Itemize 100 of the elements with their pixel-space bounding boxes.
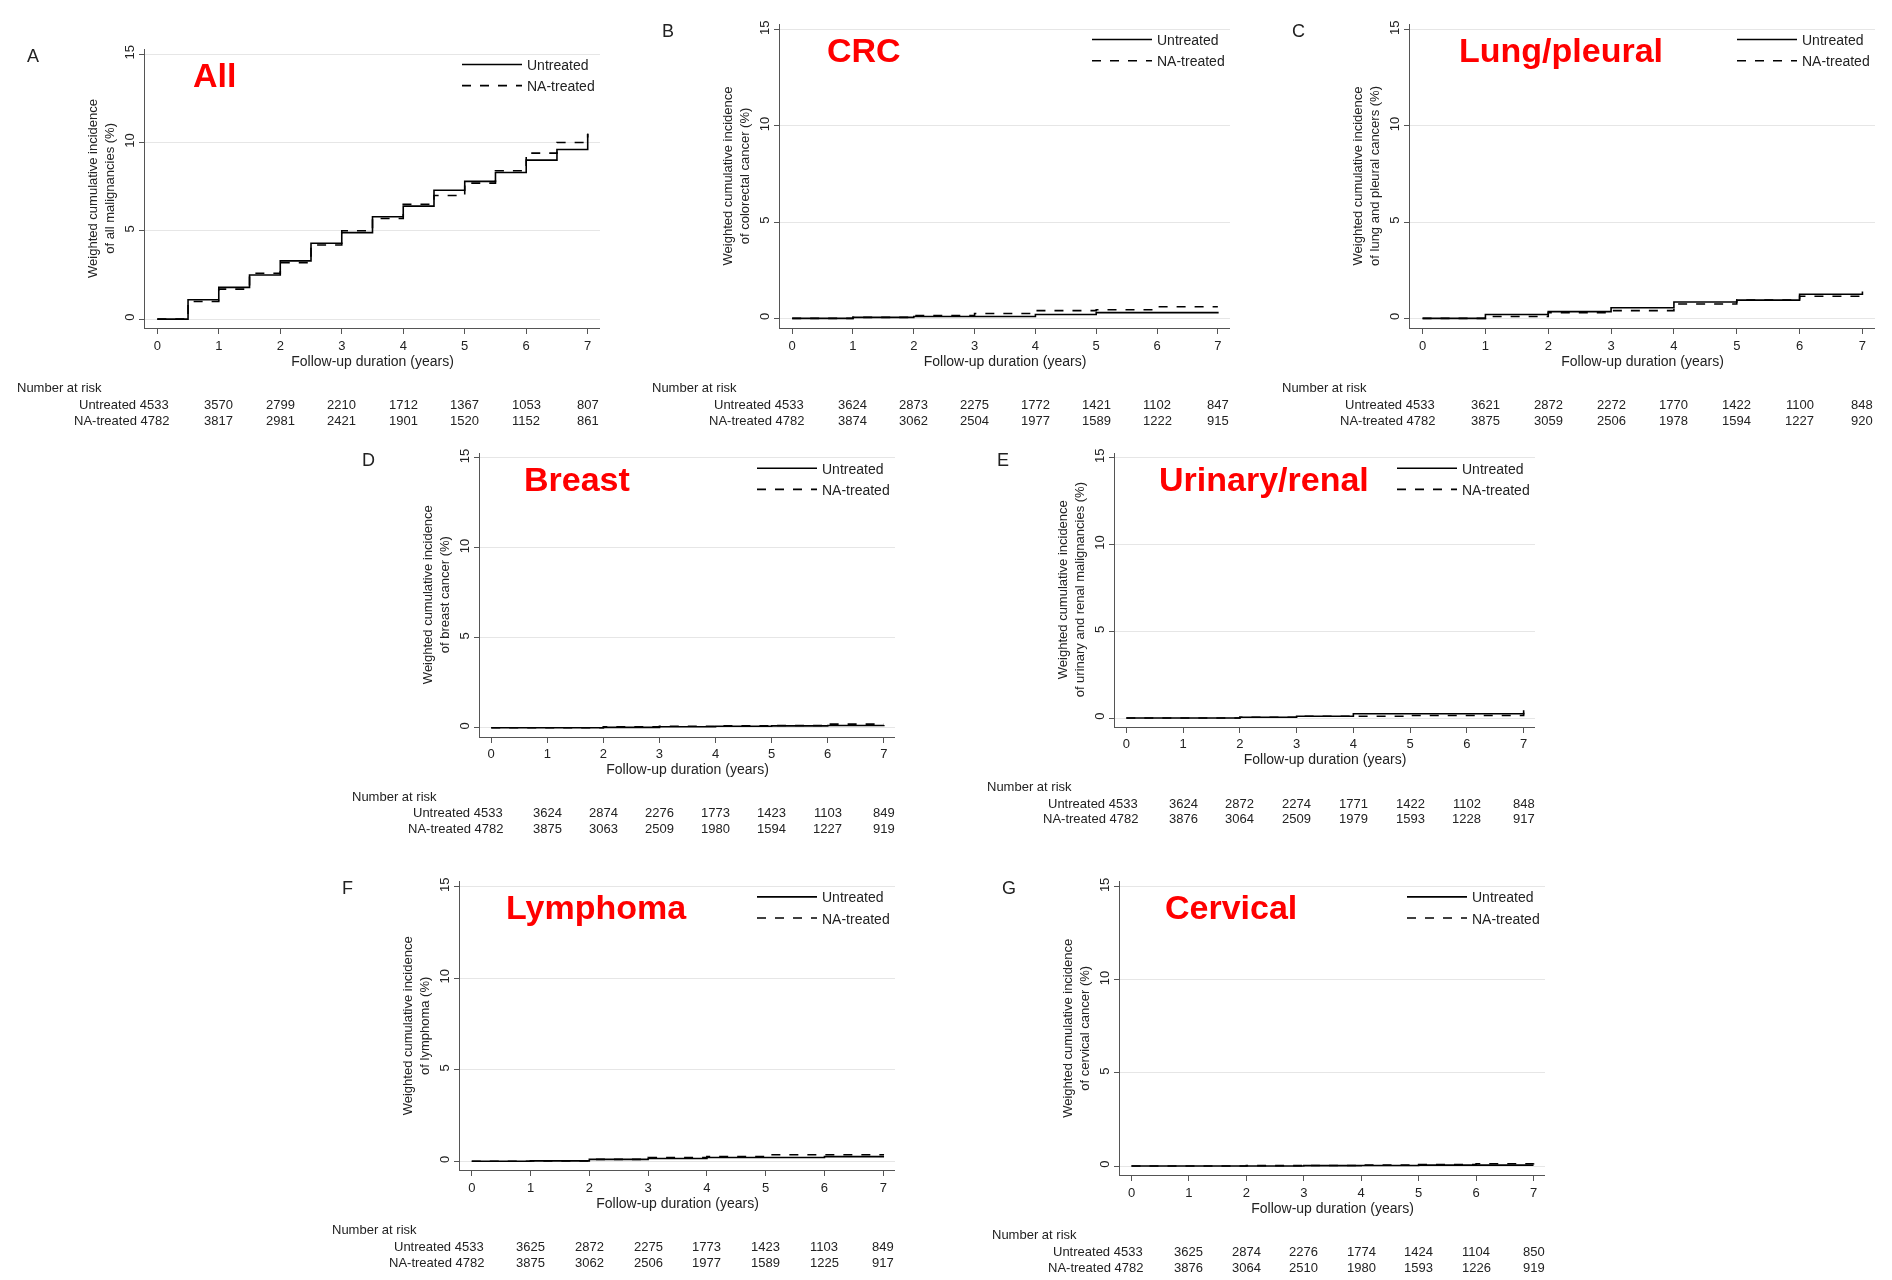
x-tick-label: 6: [1795, 337, 1804, 353]
y-axis-title: Weighted cumulative incidence of cervical cancer (%): [1059, 938, 1092, 1118]
x-axis-title: Follow-up duration (years): [1251, 1199, 1414, 1216]
y-tick-label: 0: [1386, 312, 1402, 321]
x-tick-label: 0: [1127, 1184, 1136, 1200]
x-tick-label: 1: [1185, 1184, 1193, 1200]
x-tick-label: 2: [1242, 1184, 1250, 1200]
text: Number at risk: [352, 789, 438, 804]
text: Untreated 4533 3625 2874 2276 1774 1424 1104 850: [1053, 1244, 1545, 1259]
text: NA-treated 4782 3874 3062 2504 1977 1589 1222 915: [709, 413, 1229, 428]
x-axis-title: Follow-up duration (years): [1243, 751, 1407, 768]
text: Number at risk: [992, 1227, 1078, 1242]
text: D: [362, 450, 375, 470]
y-tick-label: 15: [121, 44, 137, 60]
text: Number at risk: [987, 779, 1073, 794]
y-tick-label: 10: [456, 538, 472, 554]
x-tick-label: 1: [543, 746, 551, 762]
x-tick-label: 7: [584, 337, 592, 353]
y-tick-label: 15: [456, 448, 472, 464]
text: NA-treated 4782 3876 3064 2509 1979 1593 1228 917: [1043, 811, 1535, 826]
y-tick-label: 15: [1091, 448, 1107, 464]
x-axis-title: Follow-up duration (years): [596, 1194, 759, 1211]
y-tick-label: 0: [436, 1155, 452, 1163]
x-axis-title: Follow-up duration (years): [923, 352, 1087, 369]
x-tick-label: 3: [1300, 1184, 1308, 1200]
x-tick-label: 3: [338, 337, 346, 353]
text: G: [1002, 878, 1017, 898]
y-tick-label: 5: [1386, 216, 1402, 224]
x-tick-label: 6: [1153, 337, 1161, 353]
y-tick-label: 5: [1091, 625, 1107, 633]
y-tick-label: 15: [436, 877, 452, 893]
y-axis-title: Weighted cumulative incidence of all malignancies (%): [84, 98, 117, 278]
y-tick-label: 5: [1096, 1067, 1112, 1075]
x-tick-label: 6: [824, 746, 832, 762]
x-tick-label: 7: [880, 746, 888, 762]
x-tick-label: 6: [522, 337, 530, 353]
text: NA-treated 4782 3875 3059 2506 1978 1594 1227 920: [1340, 413, 1873, 428]
y-tick-label: 0: [756, 312, 772, 321]
chart-title: All: [193, 56, 237, 94]
y-tick-label: 10: [1096, 970, 1112, 986]
x-tick-label: 5: [1733, 337, 1741, 353]
y-tick-label: 0: [1091, 712, 1107, 720]
x-tick-label: 2: [276, 337, 284, 353]
x-tick-label: 1: [215, 337, 223, 353]
x-tick-label: 2: [1544, 337, 1552, 353]
y-axis-title: Weighted cumulative incidence of breast cancer (%): [419, 505, 452, 685]
y-axis-title: Weighted cumulative incidence of urinary and renal malignancies (%): [1054, 482, 1087, 698]
x-tick-label: 2: [585, 1179, 593, 1195]
text: C: [1292, 21, 1305, 41]
x-tick-label: 7: [1520, 736, 1528, 752]
y-axis-title: Weighted cumulative incidence of lymphoma (%): [399, 936, 432, 1116]
y-tick-label: 10: [121, 133, 137, 148]
x-tick-label: 4: [1031, 337, 1040, 353]
chart-title: Cervical: [1165, 888, 1298, 926]
text: NA-treated 4782 3876 3064 2510 1980 1593 1226 919: [1048, 1260, 1545, 1275]
x-tick-label: 4: [1357, 1184, 1365, 1200]
x-tick-label: 6: [820, 1179, 829, 1195]
text: B: [662, 21, 675, 41]
chart-title: Breast: [524, 460, 630, 498]
x-tick-label: 0: [788, 337, 796, 353]
y-tick-label: 5: [121, 225, 137, 233]
x-tick-label: 0: [1418, 337, 1427, 353]
legend-label: Untreated: [527, 56, 589, 73]
legend-label: NA-treated: [1157, 53, 1225, 70]
chart-title: Lung/pleural: [1459, 31, 1663, 69]
legend-label: NA-treated: [1472, 910, 1540, 927]
legend-label: NA-treated: [822, 481, 890, 498]
y-tick-label: 0: [456, 722, 472, 730]
chart-title: CRC: [827, 31, 901, 69]
x-tick-label: 0: [1122, 736, 1130, 752]
text: E: [997, 450, 1010, 470]
y-tick-label: 15: [1386, 20, 1402, 35]
x-axis-title: Follow-up duration (years): [291, 352, 454, 369]
y-tick-label: 0: [121, 313, 137, 321]
x-tick-label: 3: [655, 746, 664, 762]
x-tick-label: 4: [1349, 736, 1357, 752]
chart-title: Urinary/renal: [1159, 460, 1369, 498]
legend-label: Untreated: [822, 460, 884, 477]
x-tick-label: 6: [1463, 736, 1471, 752]
legend-label: NA-treated: [822, 910, 890, 927]
x-tick-label: 3: [1607, 337, 1615, 353]
x-tick-label: 2: [1236, 736, 1244, 752]
legend-label: NA-treated: [527, 78, 595, 95]
x-tick-label: 7: [879, 1179, 887, 1195]
x-tick-label: 1: [1481, 337, 1490, 353]
x-tick-label: 5: [1415, 1184, 1423, 1200]
text: Untreated 4533 3621 2872 2272 1770 1422 1100 848: [1345, 397, 1873, 412]
text: NA-treated 4782 3875 3063 2509 1980 1594 1227 919: [408, 821, 895, 836]
y-tick-label: 15: [756, 20, 772, 35]
x-axis-title: Follow-up duration (years): [1561, 352, 1724, 369]
x-tick-label: 4: [711, 746, 720, 762]
x-axis-title: Follow-up duration (years): [606, 761, 769, 778]
legend-label: Untreated: [1462, 460, 1524, 477]
legend-label: Untreated: [1802, 32, 1864, 48]
y-axis-title: Weighted cumulative incidence of colorectal cancer (%): [719, 86, 752, 266]
x-tick-label: 0: [487, 746, 495, 762]
y-tick-label: 5: [436, 1064, 452, 1072]
x-tick-label: 0: [153, 337, 161, 353]
legend-label: NA-treated: [1802, 53, 1870, 70]
x-tick-label: 7: [1214, 337, 1222, 353]
